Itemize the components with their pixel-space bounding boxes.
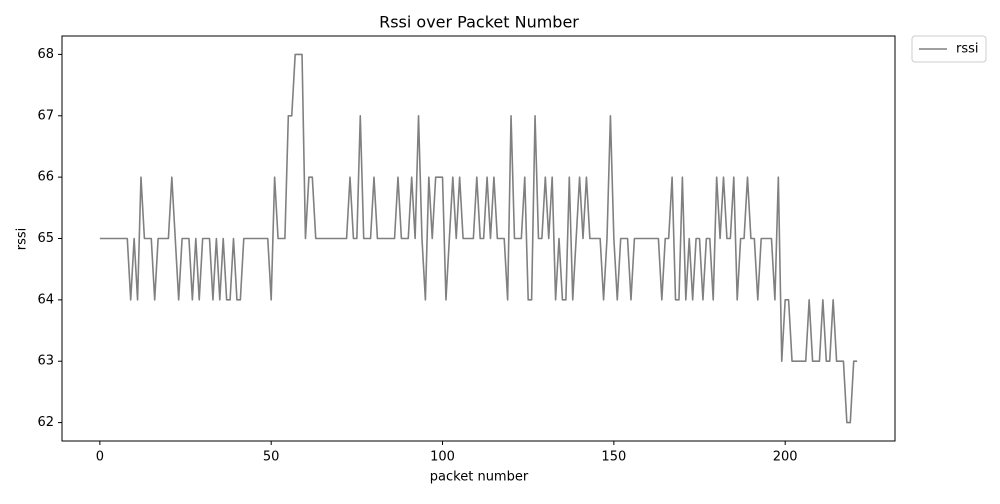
legend-label: rssi bbox=[956, 42, 979, 57]
x-axis-label: packet number bbox=[430, 470, 529, 485]
y-tick-label: 66 bbox=[37, 170, 54, 185]
chart-title: Rssi over Packet Number bbox=[379, 13, 579, 32]
plot-frame bbox=[61, 35, 896, 442]
x-tick-label: 0 bbox=[96, 450, 104, 465]
y-tick-label: 63 bbox=[37, 354, 54, 369]
line-series bbox=[99, 53, 858, 424]
x-tick-label: 200 bbox=[773, 450, 798, 465]
y-axis-label: rssi bbox=[15, 228, 30, 251]
y-tick-label: 64 bbox=[37, 292, 54, 307]
x-tick-label: 50 bbox=[263, 450, 280, 465]
y-tick-label: 68 bbox=[37, 47, 54, 62]
legend-box bbox=[911, 35, 987, 63]
y-tick-label: 67 bbox=[37, 108, 54, 123]
x-tick-label: 150 bbox=[601, 450, 626, 465]
x-tick-label: 100 bbox=[430, 450, 455, 465]
y-tick-label: 62 bbox=[37, 415, 54, 430]
y-tick-label: 65 bbox=[37, 231, 54, 246]
